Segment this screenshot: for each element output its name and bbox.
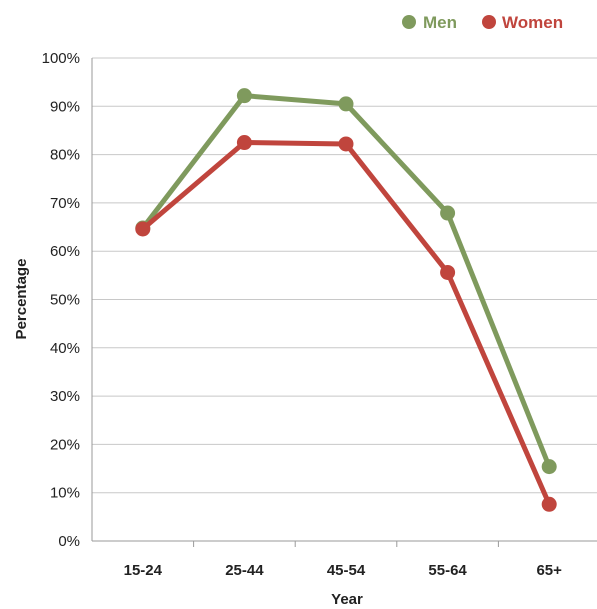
- x-tick-label: 25-44: [225, 562, 264, 579]
- gridlines: [91, 57, 597, 541]
- x-tick-label: 55-64: [428, 562, 467, 579]
- y-tick-label: 40%: [50, 340, 80, 357]
- data-point: [338, 96, 354, 112]
- y-tick-label: 0%: [58, 533, 80, 550]
- legend-marker: [402, 15, 416, 29]
- y-axis-tick-labels: 0% 10% 20% 30% 40% 50% 60% 70% 80% 90% 100%: [42, 50, 80, 550]
- data-point: [440, 264, 456, 280]
- x-axis: 15-24 25-44 45-54 55-64 65+: [92, 540, 597, 579]
- y-axis-title: Percentage: [13, 259, 30, 340]
- y-tick-label: 60%: [50, 243, 80, 260]
- y-tick-label: 10%: [50, 485, 80, 502]
- x-axis-title: Year: [331, 591, 363, 608]
- legend-item: Men: [402, 13, 457, 32]
- legend-item: Women: [482, 13, 563, 32]
- y-tick-label: 50%: [50, 292, 80, 309]
- x-tick-label: 15-24: [124, 562, 163, 579]
- data-point: [440, 205, 456, 221]
- series-women: [135, 135, 557, 512]
- data-point: [541, 496, 557, 512]
- data-point: [236, 135, 252, 151]
- x-tick-label: 45-54: [327, 562, 366, 579]
- x-tick-label: 65+: [536, 562, 562, 579]
- y-tick-label: 100%: [42, 50, 80, 67]
- legend-label: Men: [423, 13, 457, 32]
- data-point: [541, 459, 557, 475]
- data-point: [135, 221, 151, 237]
- y-tick-label: 80%: [50, 147, 80, 164]
- data-point: [236, 88, 252, 104]
- y-tick-label: 90%: [50, 98, 80, 115]
- legend: Men Women: [402, 13, 563, 32]
- legend-label: Women: [502, 13, 563, 32]
- data-point: [338, 136, 354, 152]
- y-tick-label: 20%: [50, 436, 80, 453]
- series-lines: [135, 88, 557, 512]
- y-tick-label: 70%: [50, 195, 80, 212]
- series-line: [140, 140, 552, 507]
- y-tick-label: 30%: [50, 388, 80, 405]
- legend-marker: [482, 15, 496, 29]
